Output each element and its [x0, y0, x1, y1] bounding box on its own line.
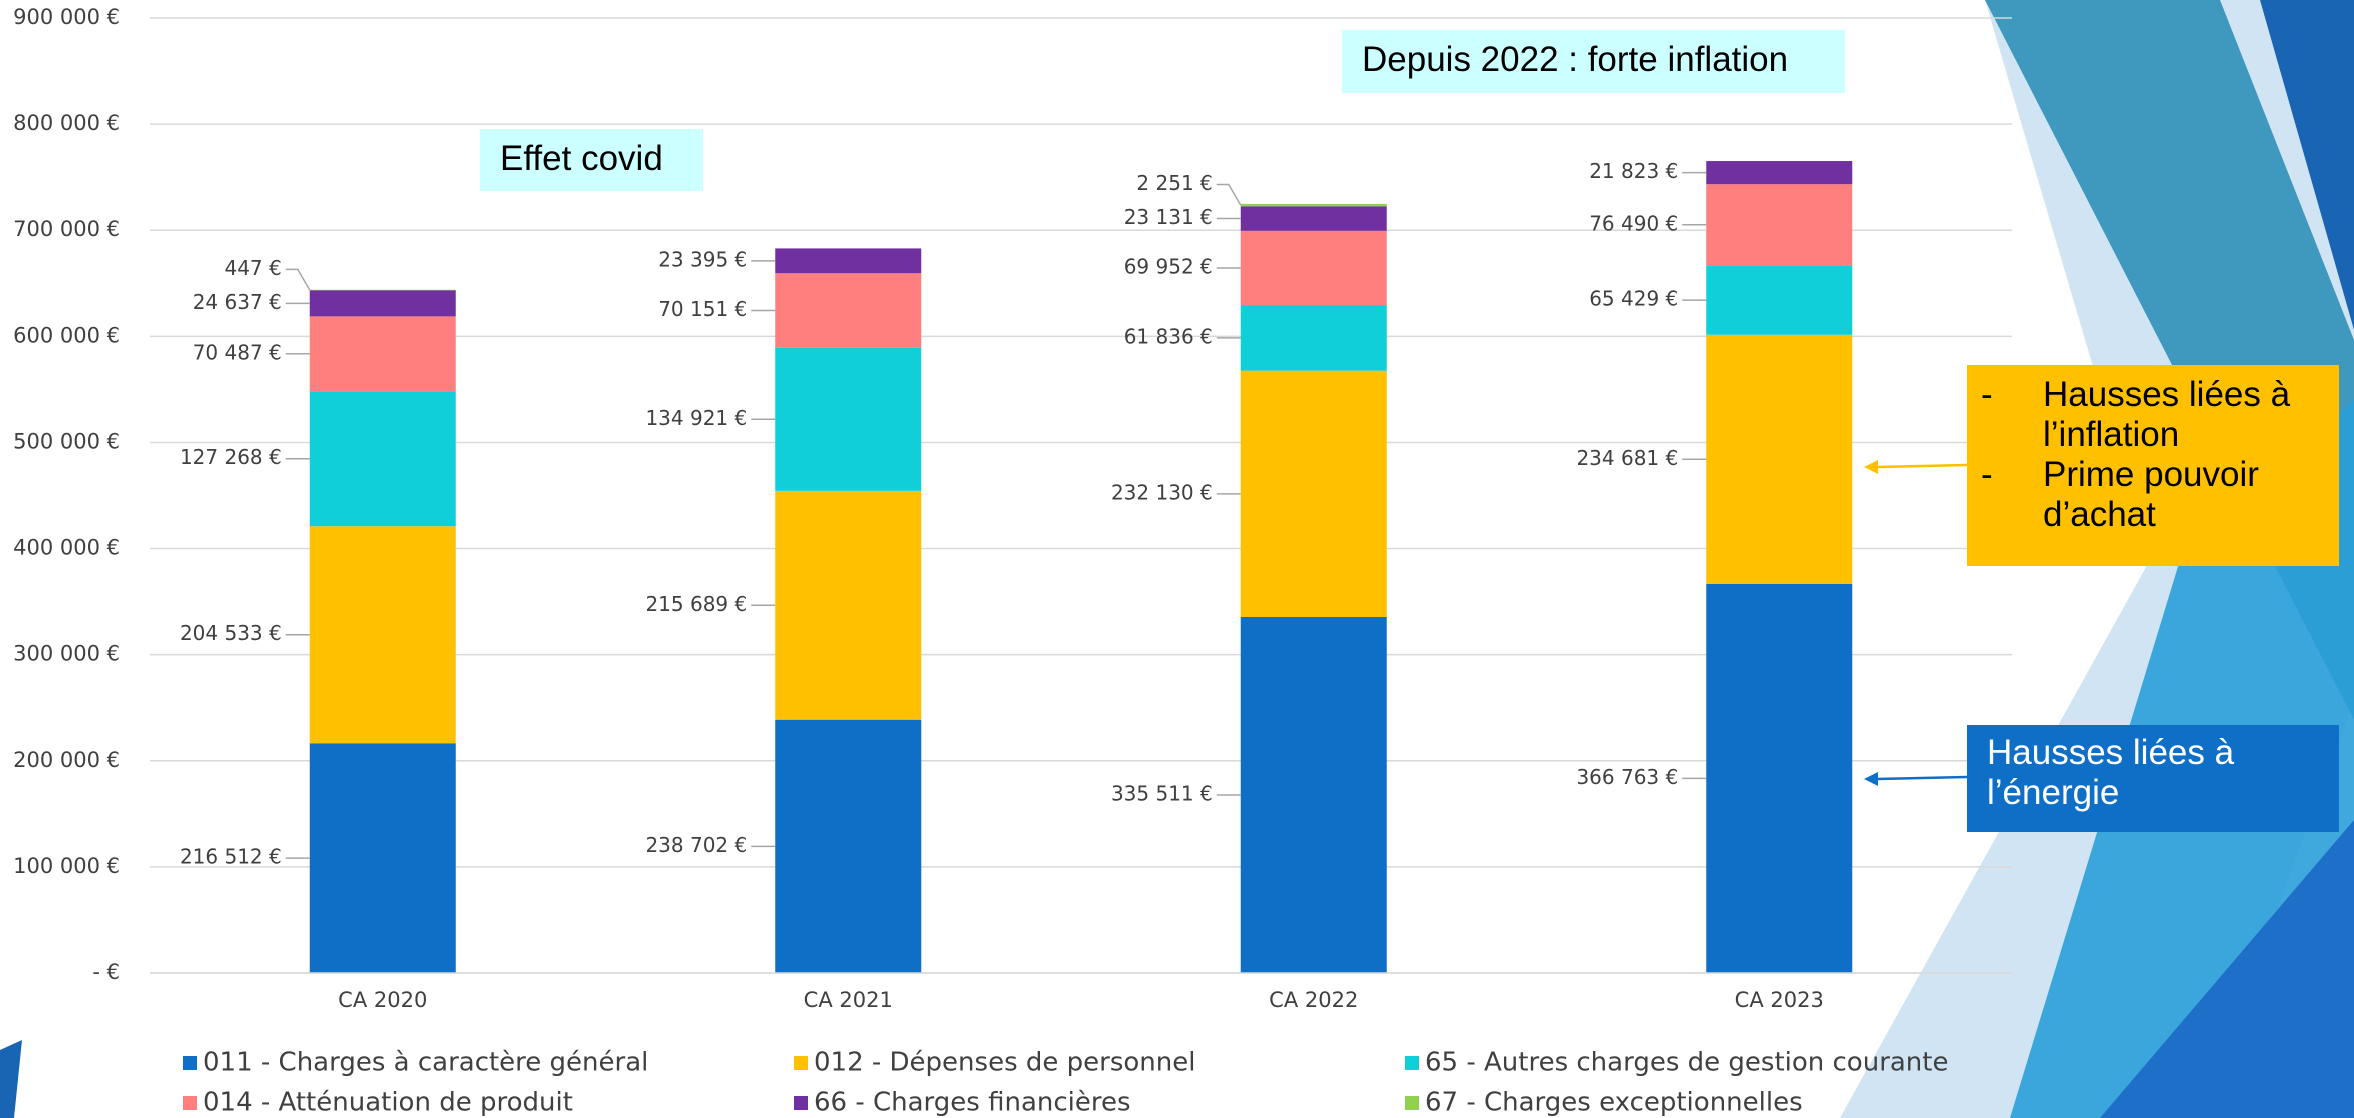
- data-label: 232 130 €: [1111, 480, 1213, 504]
- data-label: 69 952 €: [1124, 254, 1213, 278]
- annotation-text: Depuis 2022 : forte inflation: [1362, 40, 1789, 79]
- legend-label: 011 - Charges à caractère général: [203, 1048, 648, 1078]
- annotation-text: Hausses liées à l’inflation: [2043, 375, 2291, 454]
- legend-label: 66 - Charges financières: [814, 1088, 1131, 1118]
- legend-swatch: [183, 1056, 197, 1070]
- data-label: 127 268 €: [180, 445, 282, 469]
- data-label: 447 €: [224, 256, 281, 280]
- data-label: 234 681 €: [1576, 446, 1678, 470]
- y-tick-label: 100 000 €: [13, 854, 120, 878]
- data-label: 61 836 €: [1124, 324, 1213, 348]
- y-tick-label: 600 000 €: [13, 323, 120, 347]
- annotation-list: - Hausses liées à l’inflation - Prime pouv…: [1981, 375, 2325, 535]
- y-tick-label: 400 000 €: [13, 536, 120, 560]
- bar-segment: [309, 526, 456, 744]
- y-tick-label: 200 000 €: [13, 748, 120, 772]
- annotation-text: Hausses liées à l’énergie: [1987, 733, 2235, 812]
- arrow-line: [1875, 775, 1968, 781]
- legend-label: 014 - Atténuation de produit: [203, 1088, 573, 1118]
- annotation-text: Prime pouvoir d’achat: [2043, 455, 2259, 534]
- arrow-line: [1875, 463, 1968, 469]
- data-label: 366 763 €: [1576, 765, 1678, 789]
- x-tick-label: CA 2023: [1735, 988, 1824, 1012]
- data-label: 335 511 €: [1111, 781, 1213, 805]
- bar-segment: [309, 391, 456, 527]
- x-tick-label: CA 2021: [804, 988, 893, 1012]
- y-tick-label: 800 000 €: [13, 111, 120, 135]
- bar-segment: [1706, 583, 1853, 973]
- leader-line: [285, 268, 311, 291]
- data-label: 21 823 €: [1589, 159, 1678, 183]
- annotation-item: - Hausses liées à l’inflation: [1981, 375, 2325, 455]
- bar-segment: [1240, 370, 1387, 617]
- bar-segment: [1240, 206, 1387, 231]
- data-label: 2 251 €: [1136, 171, 1212, 195]
- bar-segment: [309, 743, 456, 973]
- legend-label: 012 - Dépenses de personnel: [814, 1048, 1195, 1078]
- annotation-text: Effet covid: [500, 139, 663, 178]
- bar-segment: [1240, 203, 1387, 207]
- bar-segment: [309, 290, 456, 317]
- legend-swatch: [1405, 1096, 1419, 1110]
- legend-label: 67 - Charges exceptionnelles: [1425, 1088, 1803, 1118]
- bar-segment: [775, 490, 922, 720]
- legend-label: 65 - Autres charges de gestion courante: [1425, 1048, 1948, 1078]
- y-tick-label: - €: [92, 960, 120, 984]
- data-label: 204 533 €: [180, 621, 282, 645]
- bar-segment: [1706, 334, 1853, 584]
- data-label: 65 429 €: [1589, 287, 1678, 311]
- bar-segment: [1706, 265, 1853, 335]
- data-label: 215 689 €: [645, 592, 747, 616]
- bullet: -: [1981, 375, 1993, 414]
- data-label: 23 395 €: [658, 247, 747, 271]
- legend-swatch: [794, 1056, 808, 1070]
- arrow-head: [1864, 772, 1878, 786]
- legend-swatch: [794, 1096, 808, 1110]
- data-label: 24 637 €: [193, 290, 282, 314]
- data-label: 70 487 €: [193, 340, 282, 364]
- bar-segment: [775, 248, 922, 274]
- arrow-head: [1864, 460, 1878, 474]
- x-tick-label: CA 2020: [338, 988, 427, 1012]
- data-label: 216 512 €: [180, 845, 282, 869]
- data-label: 134 921 €: [645, 406, 747, 430]
- bar-segment: [1240, 305, 1387, 371]
- bar-segment: [1706, 161, 1853, 185]
- bar-segment: [775, 719, 922, 973]
- bullet: -: [1981, 455, 1993, 494]
- data-label: 238 702 €: [645, 833, 747, 857]
- data-label: 23 131 €: [1124, 205, 1213, 229]
- bar-segment: [309, 316, 456, 392]
- data-label: 70 151 €: [658, 297, 747, 321]
- x-tick-label: CA 2022: [1269, 988, 1358, 1012]
- leader-line: [1216, 183, 1242, 206]
- bar-segment: [1240, 230, 1387, 306]
- annotation-box: - Hausses liées à l’inflation - Prime pouv…: [1967, 365, 2339, 566]
- y-tick-label: 500 000 €: [13, 429, 120, 453]
- bar-segment: [1240, 616, 1387, 973]
- y-tick-label: 300 000 €: [13, 642, 120, 666]
- bar-segment: [1706, 184, 1853, 266]
- legend-swatch: [1405, 1056, 1419, 1070]
- bar-segment: [775, 347, 922, 491]
- annotation-box: Effet covid: [480, 129, 703, 191]
- bar-segment: [775, 273, 922, 348]
- data-label: 76 490 €: [1589, 211, 1678, 235]
- y-tick-label: 700 000 €: [13, 217, 120, 241]
- annotation-item: - Prime pouvoir d’achat: [1981, 455, 2325, 535]
- legend-swatch: [183, 1096, 197, 1110]
- annotation-box: Hausses liées à l’énergie: [1967, 725, 2339, 832]
- annotation-box: Depuis 2022 : forte inflation: [1342, 30, 1845, 93]
- y-tick-label: 900 000 €: [13, 5, 120, 29]
